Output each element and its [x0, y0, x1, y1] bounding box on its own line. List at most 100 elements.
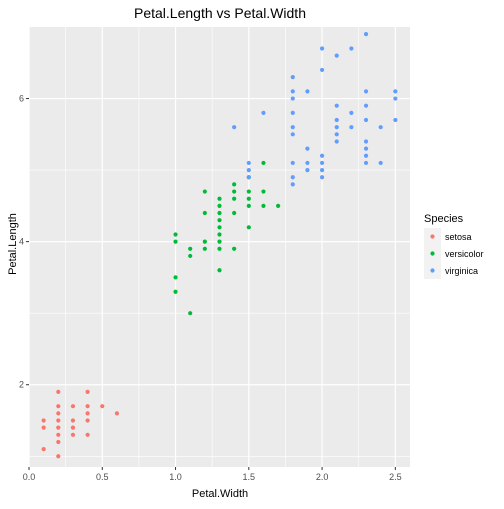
virginica-point: [363, 153, 369, 158]
virginica-point: [363, 89, 369, 94]
x-tick-label: 1.0: [169, 472, 182, 482]
axes: 0.0 0.5 1.0 1.5 2.0 2.5 2 4 6: [19, 94, 402, 482]
versicolor-point: [173, 232, 178, 237]
versicolor-point: [232, 246, 237, 251]
versicolor-point: [217, 203, 222, 208]
virginica-point: [334, 139, 339, 144]
virginica-point: [290, 175, 295, 180]
versicolor-point: [202, 239, 207, 244]
setosa-point: [41, 425, 46, 430]
versicolor-point: [188, 246, 193, 251]
versicolor-point: [217, 246, 222, 251]
legend-label-virginica: virginica: [445, 266, 478, 276]
versicolor-point: [217, 239, 222, 244]
versicolor-point: [232, 189, 237, 194]
versicolor-point: [173, 289, 178, 294]
setosa-point: [56, 432, 61, 437]
virginica-point: [305, 160, 310, 166]
virginica-point: [319, 153, 325, 158]
versicolor-point: [261, 160, 266, 166]
data-points: [41, 32, 398, 459]
virginica-point: [349, 125, 354, 130]
setosa-point: [41, 447, 46, 452]
versicolor-point: [246, 225, 251, 230]
versicolor-point: [217, 196, 222, 201]
versicolor-point: [261, 203, 266, 208]
virginica-point: [334, 103, 339, 108]
setosa-point: [114, 411, 120, 416]
legend-swatch-versicolor: [430, 251, 435, 256]
y-tick-label: 6: [19, 94, 24, 104]
virginica-point: [363, 117, 369, 123]
x-tick-label: 2.0: [316, 472, 329, 482]
virginica-point: [334, 132, 339, 137]
grid-lines: [28, 27, 410, 467]
virginica-point: [363, 32, 369, 37]
setosa-point: [85, 411, 90, 416]
virginica-point: [319, 167, 325, 173]
versicolor-point: [232, 210, 237, 216]
virginica-point: [290, 182, 295, 187]
virginica-point: [319, 175, 325, 180]
versicolor-point: [217, 232, 222, 237]
virginica-point: [393, 117, 398, 123]
virginica-point: [393, 89, 398, 94]
virginica-point: [246, 175, 251, 180]
legend-title: Species: [424, 213, 464, 225]
setosa-point: [85, 418, 90, 423]
y-tick-label: 2: [19, 380, 24, 390]
virginica-point: [246, 167, 251, 173]
versicolor-point: [246, 189, 251, 194]
virginica-point: [305, 146, 310, 151]
setosa-point: [56, 404, 61, 409]
versicolor-point: [173, 275, 178, 280]
versicolor-point: [217, 218, 222, 223]
versicolor-point: [276, 203, 281, 208]
virginica-point: [349, 46, 354, 51]
virginica-point: [319, 46, 325, 51]
virginica-point: [334, 53, 339, 58]
x-tick-label: 1.5: [243, 472, 256, 482]
virginica-point: [319, 160, 325, 166]
virginica-point: [290, 110, 295, 115]
y-axis-label: Petal.Length: [7, 213, 19, 275]
virginica-point: [290, 96, 295, 101]
virginica-point: [378, 160, 383, 166]
y-tick-label: 4: [19, 237, 24, 247]
versicolor-point: [173, 239, 178, 244]
x-tick-label: 0.5: [96, 472, 109, 482]
setosa-point: [70, 425, 76, 430]
virginica-point: [319, 67, 325, 73]
virginica-point: [334, 125, 339, 130]
virginica-point: [290, 160, 295, 166]
setosa-point: [56, 411, 61, 416]
versicolor-point: [202, 246, 207, 251]
setosa-point: [56, 418, 61, 423]
versicolor-point: [202, 210, 207, 216]
versicolor-point: [202, 189, 207, 194]
virginica-point: [261, 110, 266, 115]
virginica-point: [363, 103, 369, 108]
virginica-point: [349, 110, 354, 115]
virginica-point: [290, 74, 295, 80]
versicolor-point: [217, 268, 222, 273]
virginica-point: [363, 160, 369, 166]
virginica-point: [363, 139, 369, 144]
legend-label-versicolor: versicolor: [445, 249, 484, 259]
virginica-point: [290, 89, 295, 94]
chart-title: Petal.Length vs Petal.Width: [134, 5, 306, 21]
setosa-point: [85, 432, 90, 437]
setosa-point: [70, 404, 76, 409]
setosa-point: [85, 389, 90, 394]
versicolor-point: [188, 311, 193, 316]
versicolor-point: [232, 196, 237, 201]
versicolor-point: [246, 196, 251, 201]
virginica-point: [363, 146, 369, 151]
x-tick-label: 2.5: [389, 472, 402, 482]
versicolor-point: [246, 203, 251, 208]
setosa-point: [100, 404, 105, 409]
x-axis-label: Petal.Width: [192, 488, 248, 500]
x-tick-label: 0.0: [23, 472, 36, 482]
